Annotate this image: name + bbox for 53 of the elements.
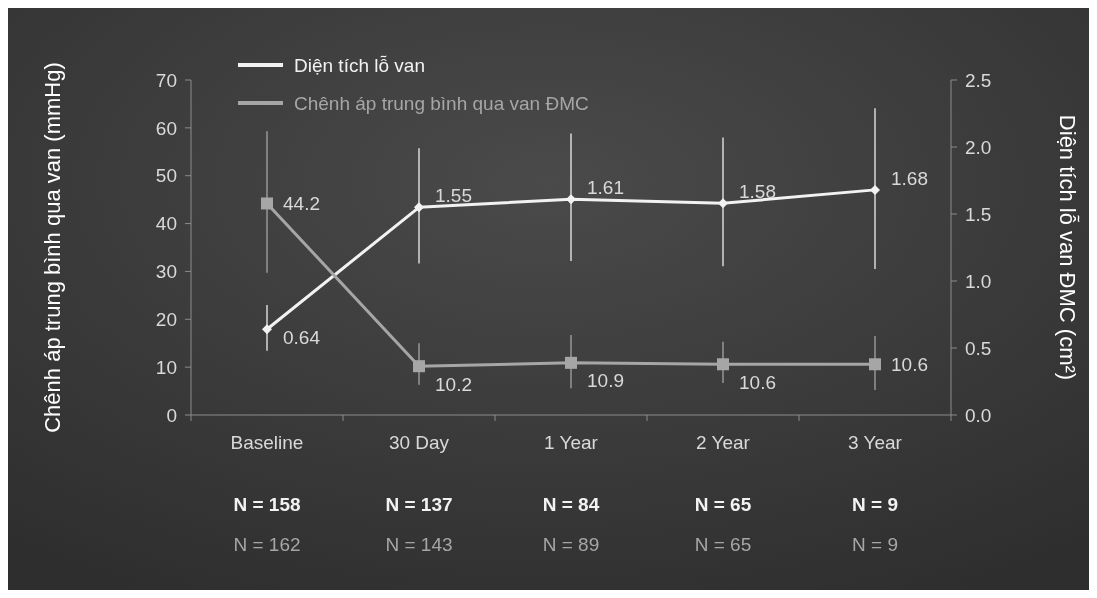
legend-label: Diện tích lỗ van [294,54,425,76]
text: N = 9 [852,533,898,555]
x-tick-label: 2 Year [696,432,751,453]
y-axis-title: Chênh áp trung bình qua van (mmHg) [40,62,65,433]
text: N = 89 [542,533,600,555]
point [566,194,576,205]
data-label: 10.6 [891,353,928,375]
legend-label: Chênh áp trung bình qua van ĐMC [294,92,589,114]
x-tick-label: 3 Year [848,432,903,453]
y2-tick-label: 1.0 [965,270,992,292]
data-label: 1.68 [891,167,928,189]
point [262,324,272,335]
x-tick-label: Baseline [230,432,304,453]
x-tick-label: 30 Day [388,432,450,453]
y-tick-label: 0 [166,404,177,426]
y2-tick-label: 0.0 [965,404,992,426]
x-tick-label: 1 Year [544,432,599,453]
data-label: 10.2 [435,373,472,395]
y-tick-label: 50 [155,165,177,187]
y2-tick-label: 0.5 [965,337,992,359]
point [718,198,728,209]
point [565,356,577,369]
text: N = 158 [233,493,301,515]
point [261,197,273,210]
text: N = 65 [694,533,752,555]
y2-axis-title: Diện tích lỗ van ĐMC (cm²) [1055,114,1080,381]
point [413,360,425,373]
text: N = 84 [542,493,600,515]
y-tick-label: 70 [155,69,177,91]
y2-tick-label: 2.0 [965,136,992,158]
data-label: 10.9 [587,370,624,392]
text: N = 65 [694,493,752,515]
data-label: 1.61 [587,176,624,198]
data-label: 1.55 [435,184,472,206]
data-label: 44.2 [283,193,320,215]
y-tick-label: 60 [155,117,177,139]
data-label: 0.64 [283,326,321,348]
y-tick-label: 40 [155,213,177,235]
text: N = 162 [233,533,301,555]
point [414,202,424,213]
point [717,358,729,371]
point [869,358,881,371]
y-tick-label: 30 [155,261,177,283]
y-tick-label: 20 [155,308,177,330]
data-label: 1.58 [739,180,776,202]
y-tick-label: 10 [155,356,177,378]
data-label: 10.6 [739,371,776,393]
text: N = 9 [852,493,898,515]
text: N = 143 [385,533,453,555]
y2-tick-label: 2.5 [965,69,992,91]
text: N = 137 [385,493,453,515]
point [870,184,880,195]
y2-tick-label: 1.5 [965,203,992,225]
